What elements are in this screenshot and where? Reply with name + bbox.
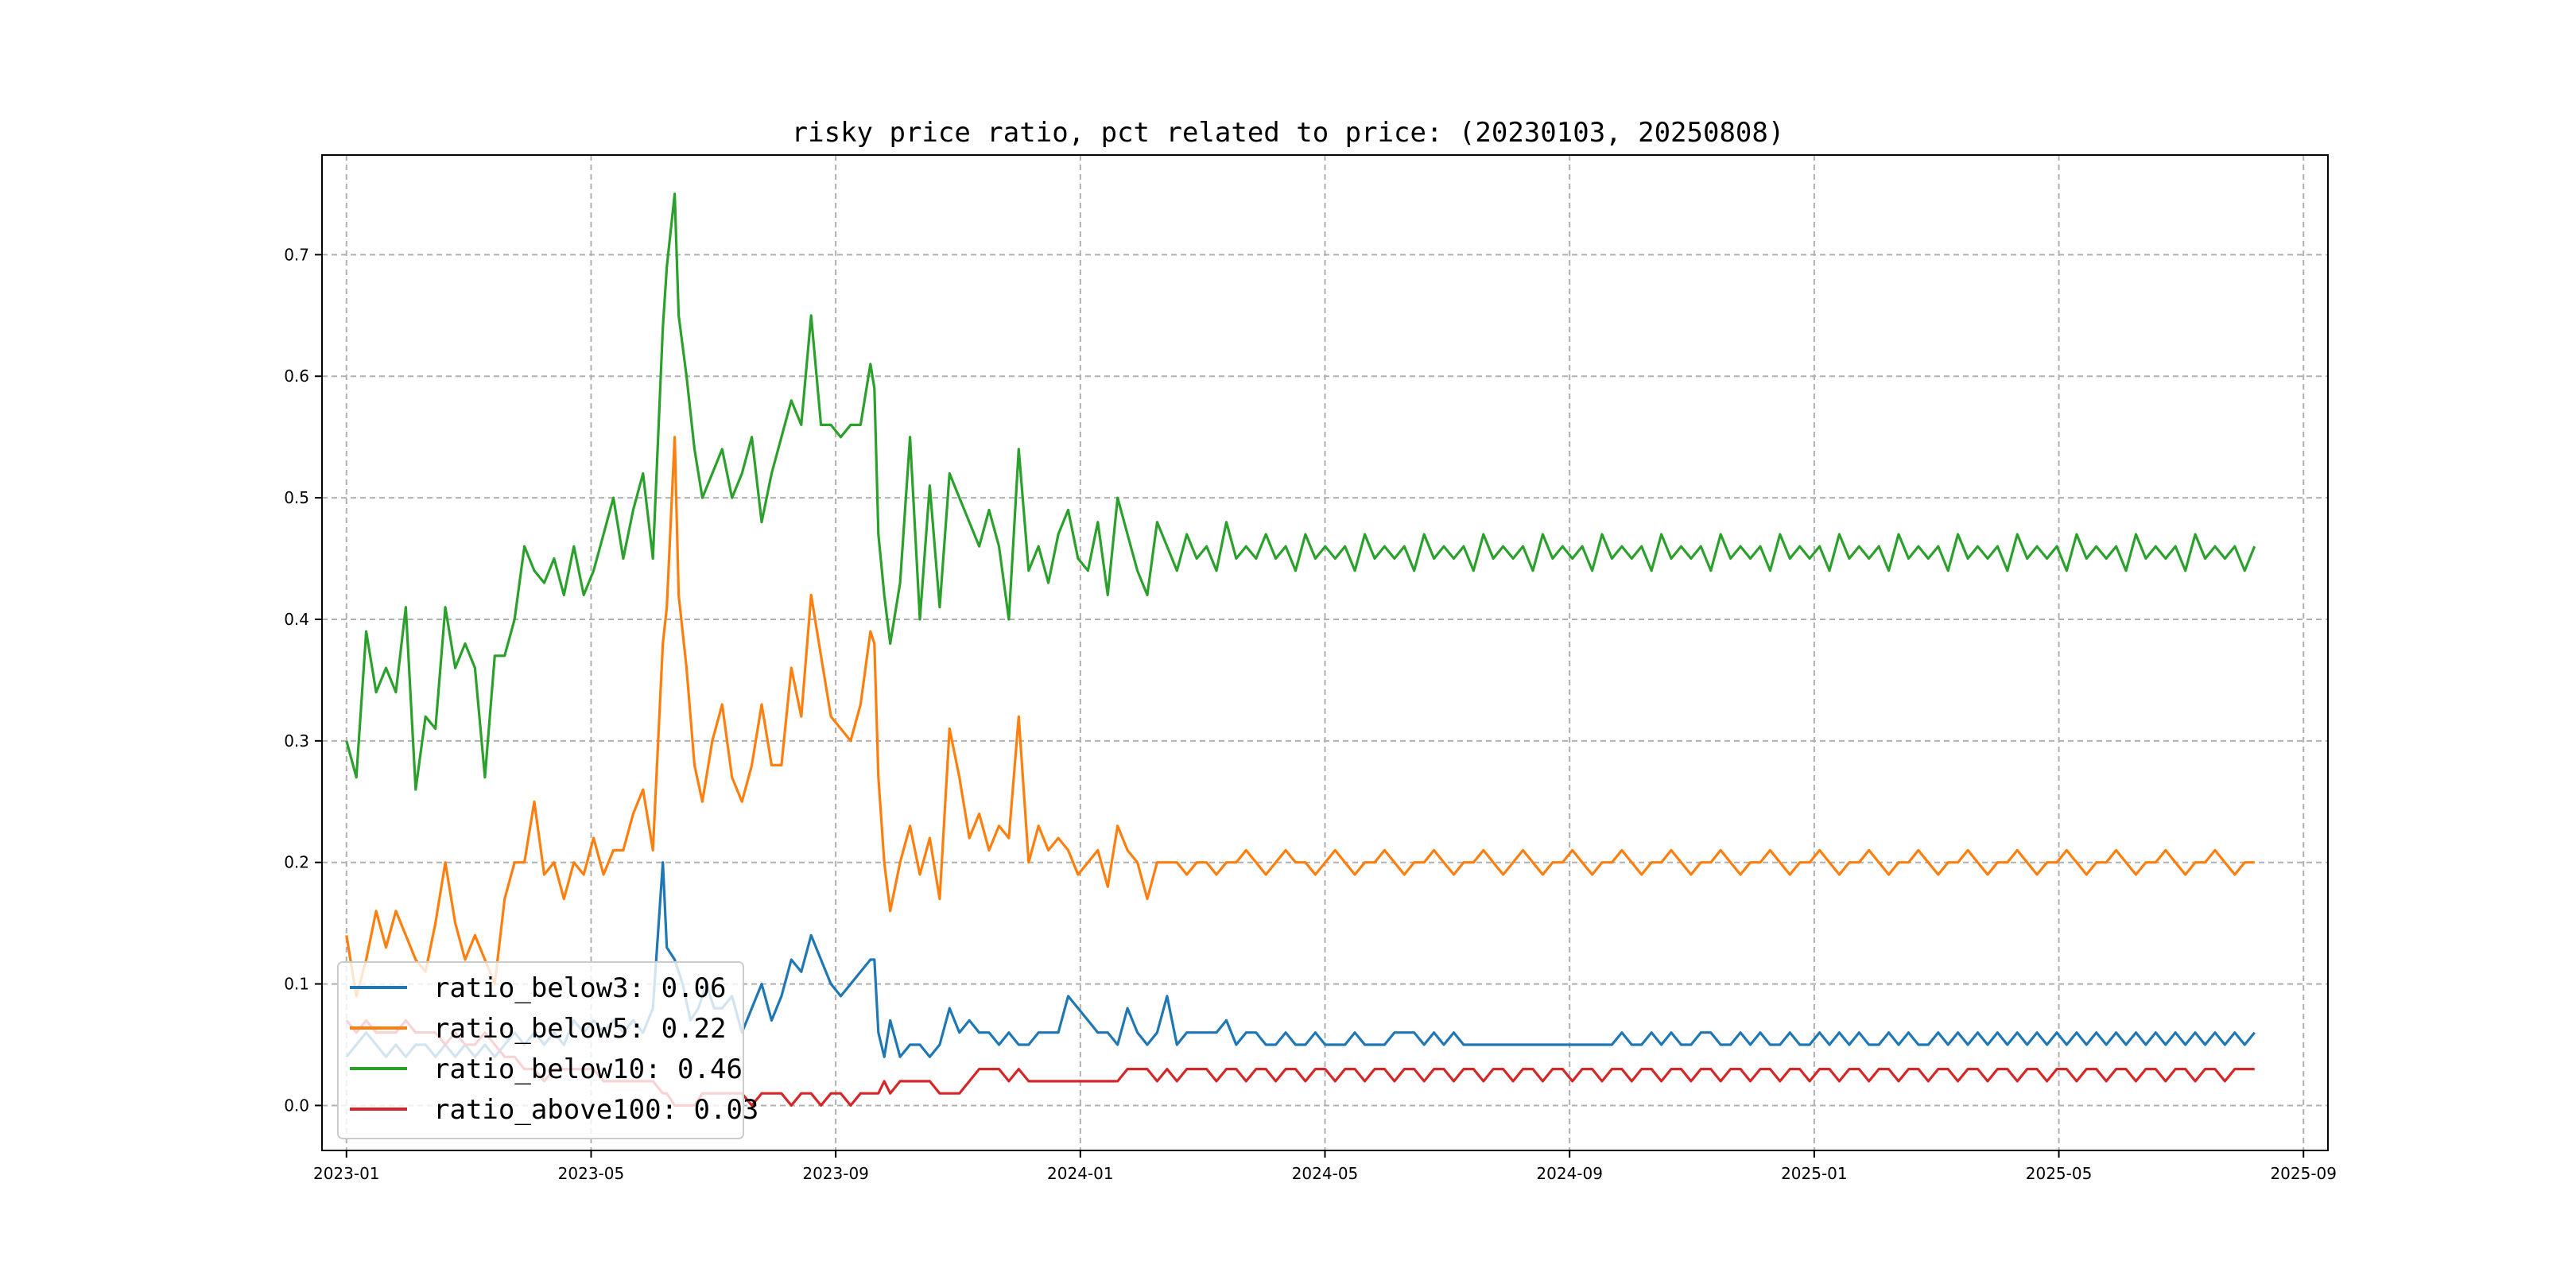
legend-label-ratio_below3: ratio_below3: 0.06 <box>433 972 726 1004</box>
legend: ratio_below3: 0.06 ratio_below5: 0.22 rati… <box>337 961 758 1139</box>
chart-title: risky price ratio, pct related to price:… <box>792 117 1785 149</box>
y-tick-label: 0.2 <box>284 853 309 872</box>
x-axis: 2023-01 2023-05 2023-09 2024-01 2024-05 2024-… <box>313 1150 2337 1183</box>
y-tick-label: 0.6 <box>284 367 309 386</box>
x-tick-label: 2025-01 <box>1781 1164 1848 1183</box>
x-tick-label: 2024-05 <box>1292 1164 1359 1183</box>
y-tick-label: 0.7 <box>284 245 309 264</box>
legend-label-ratio_below10: ratio_below10: 0.46 <box>433 1053 743 1085</box>
x-tick-label: 2023-05 <box>558 1164 625 1183</box>
series-line-ratio_below3 <box>345 861 2256 1058</box>
x-tick-label: 2025-09 <box>2270 1164 2337 1183</box>
x-tick-label: 2023-09 <box>802 1164 869 1183</box>
x-tick-label: 2024-09 <box>1536 1164 1603 1183</box>
x-tick-label: 2025-05 <box>2026 1164 2093 1183</box>
y-tick-label: 0.4 <box>284 610 309 629</box>
series-line-ratio_below10 <box>345 192 2256 791</box>
legend-box <box>337 961 744 1139</box>
y-tick-label: 0.3 <box>284 731 309 751</box>
legend-label-ratio_above100: ratio_above100: 0.03 <box>433 1094 758 1126</box>
y-tick-label: 0.5 <box>284 488 309 507</box>
legend-label-ratio_below5: ratio_below5: 0.22 <box>433 1013 726 1045</box>
y-axis: 0.0 0.1 0.2 0.3 0.4 0.5 0.6 0.7 <box>284 245 322 1115</box>
y-tick-label: 0.1 <box>284 975 309 994</box>
x-tick-label: 2024-01 <box>1047 1164 1114 1183</box>
series-line-ratio_below5 <box>345 436 2255 998</box>
x-tick-label: 2023-01 <box>313 1164 380 1183</box>
y-tick-label: 0.0 <box>284 1096 309 1115</box>
